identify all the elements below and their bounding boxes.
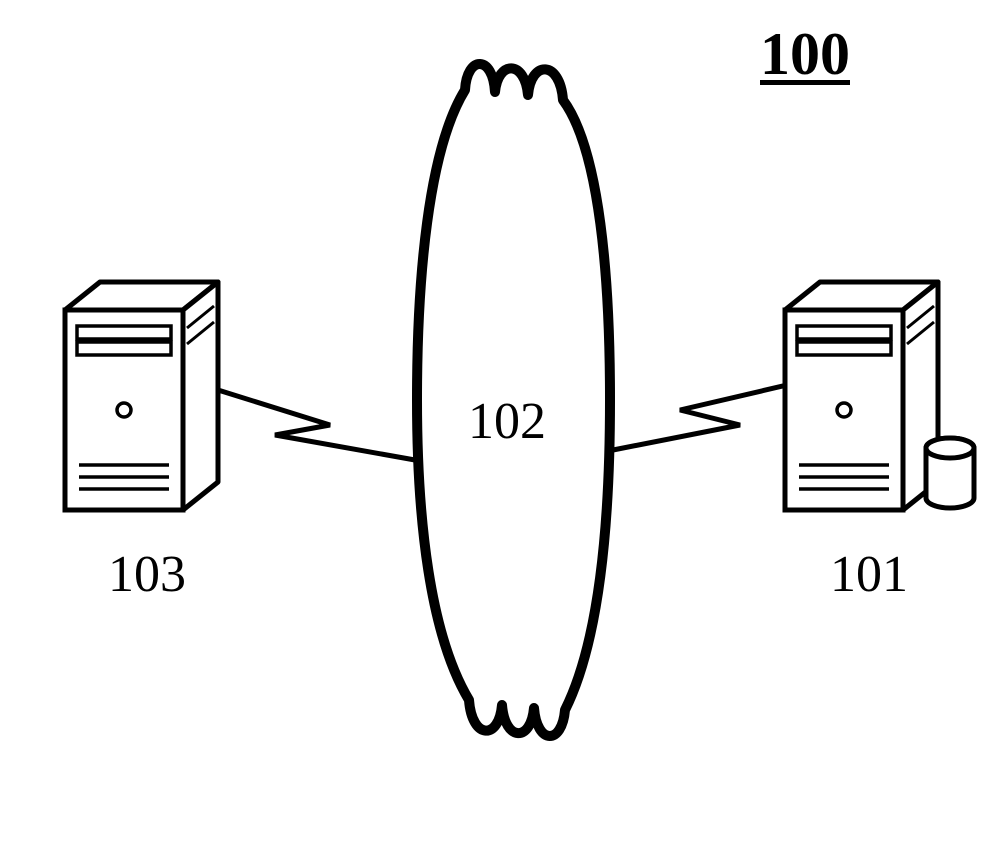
server-left-label: 103 — [108, 545, 186, 604]
server-left — [55, 270, 235, 525]
server-right-label: 101 — [830, 545, 908, 604]
wireless-link-left — [210, 370, 430, 470]
cloud-label: 102 — [468, 392, 546, 451]
diagram-stage: 100 102 103 — [0, 0, 1000, 849]
database-icon — [926, 438, 974, 508]
server-right — [775, 270, 985, 525]
figure-reference-number: 100 — [760, 20, 850, 89]
